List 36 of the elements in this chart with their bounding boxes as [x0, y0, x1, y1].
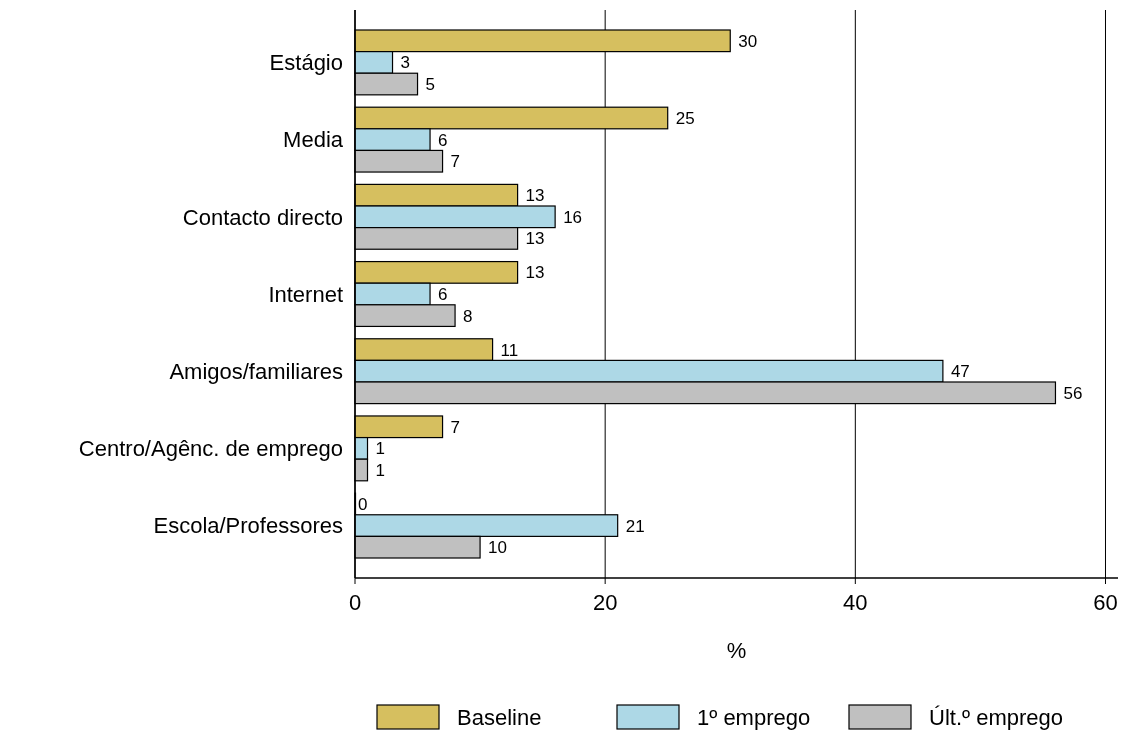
legend-label: 1º emprego [697, 704, 811, 730]
data-label: 10 [488, 538, 507, 558]
x-axis-title: % [726, 638, 747, 663]
data-label: 25 [675, 108, 695, 128]
data-label: 6 [438, 284, 448, 304]
data-label: 1 [375, 439, 385, 459]
y-tick-label: Media [283, 127, 344, 153]
y-tick-label: Contacto directo [182, 204, 343, 230]
data-label: 3 [400, 53, 410, 73]
y-tick-label: Centro/Agênc. de emprego [78, 436, 343, 462]
legend-label: Últ.º emprego [929, 704, 1063, 730]
y-tick-label: Estágio [269, 50, 343, 76]
data-label: 7 [450, 152, 461, 172]
data-label: 13 [525, 229, 545, 249]
x-tick-label: 0 [348, 590, 362, 615]
data-label: 13 [525, 263, 545, 283]
y-tick-label: Escola/Professores [153, 513, 343, 539]
data-label: 6 [438, 130, 448, 150]
data-label: 47 [950, 362, 970, 382]
data-label: 16 [563, 207, 583, 227]
data-label: 11 [500, 340, 519, 360]
data-label: 30 [738, 31, 758, 51]
x-tick-label: 60 [1093, 590, 1118, 615]
data-label: 1 [375, 460, 385, 480]
data-label: 0 [358, 494, 368, 514]
x-tick-label: 20 [592, 590, 618, 615]
data-label: 5 [425, 74, 436, 94]
y-tick-label: Internet [268, 281, 343, 307]
data-label: 21 [625, 516, 645, 536]
legend-label: Baseline [457, 704, 542, 730]
data-label: 13 [525, 186, 545, 206]
y-tick-label: Amigos/familiares [169, 358, 343, 384]
data-label: 8 [463, 306, 473, 326]
data-label: 7 [450, 417, 461, 437]
x-tick-label: 40 [843, 590, 868, 615]
data-label: 56 [1063, 383, 1083, 403]
